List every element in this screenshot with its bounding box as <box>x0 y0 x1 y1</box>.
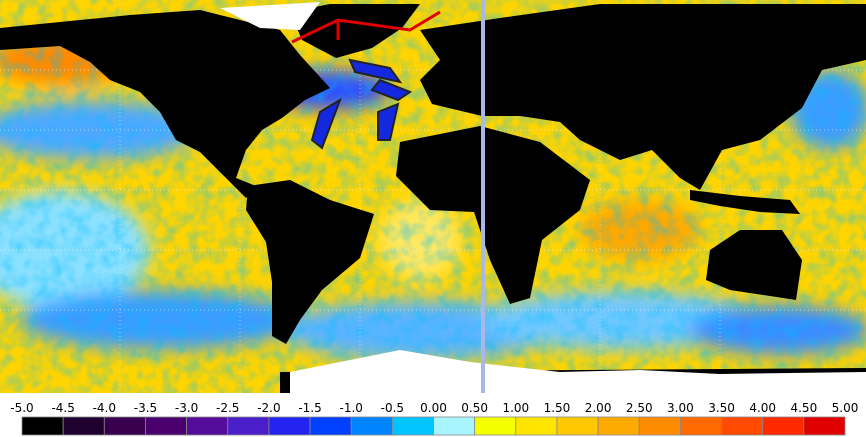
colorbar-swatch <box>721 416 764 436</box>
colorbar-swatch <box>515 416 558 436</box>
blue-arrow <box>370 78 413 102</box>
colorbar-swatch <box>556 416 599 436</box>
colorbar-label: 3.00 <box>667 401 694 415</box>
greenland <box>290 4 420 58</box>
colorbar-swatch <box>680 416 722 436</box>
colorbar-label: -4.0 <box>93 401 116 415</box>
colorbar-swatch <box>350 416 393 436</box>
blue-arrow <box>377 102 400 141</box>
colorbar-label: -0.5 <box>381 401 404 415</box>
annotations <box>291 10 441 150</box>
colorbar-label: 1.50 <box>544 401 571 415</box>
blue-arrow <box>348 58 403 84</box>
colorbar-label: -2.5 <box>216 401 239 415</box>
africa <box>396 126 590 304</box>
colorbar-label: 2.50 <box>626 401 653 415</box>
colorbar-label: -1.5 <box>298 401 321 415</box>
colorbar-label: -3.0 <box>175 401 198 415</box>
south-america <box>246 180 374 344</box>
colorbar-swatch <box>474 416 517 436</box>
indonesia <box>690 190 800 214</box>
colorbar-swatch <box>391 416 434 436</box>
colorbar-swatch <box>103 416 146 436</box>
colorbar-label: 4.50 <box>790 401 817 415</box>
australia <box>706 230 802 300</box>
continents <box>0 2 866 393</box>
colorbar-label: 4.00 <box>749 401 776 415</box>
colorbar-label: -1.0 <box>339 401 362 415</box>
colorbar-swatch <box>186 416 229 436</box>
colorbar-swatch <box>309 416 352 436</box>
colorbar-swatch <box>638 416 681 436</box>
colorbar-label: -5.0 <box>10 401 33 415</box>
colorbar-label: 2.00 <box>585 401 612 415</box>
blue-arrow <box>310 97 342 150</box>
north-america <box>0 10 330 198</box>
eurasia <box>420 4 866 190</box>
colorbar-label: -2.0 <box>257 401 280 415</box>
colorbar-swatch <box>268 416 311 436</box>
colorbar-label: 0.50 <box>461 401 488 415</box>
arctic-ice <box>220 2 320 30</box>
colorbar-swatch <box>597 416 640 436</box>
colorbar: -5.0 -4.5 -4.0 -3.5 -3.0 -2.5 -2.0 -1.5 -1.0 -0.5… <box>10 401 859 436</box>
colorbar-label: -4.5 <box>51 401 74 415</box>
colorbar-swatch <box>433 416 476 436</box>
colorbar-swatch <box>145 416 187 436</box>
colorbar-label: -3.5 <box>134 401 157 415</box>
colorbar-swatch <box>227 416 270 436</box>
colorbar-label: 0.00 <box>420 401 447 415</box>
colorbar-swatch <box>62 416 105 436</box>
colorbar-swatch <box>21 416 64 436</box>
colorbar-label: 1.00 <box>502 401 529 415</box>
colorbar-swatch <box>762 416 805 436</box>
antarctic-ice <box>290 350 866 393</box>
red-arrow <box>291 10 441 44</box>
colorbar-label: 5.00 <box>832 401 859 415</box>
colorbar-label: 3.50 <box>708 401 735 415</box>
colorbar-swatch <box>803 416 846 436</box>
